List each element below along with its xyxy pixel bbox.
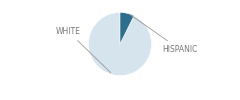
Text: WHITE: WHITE <box>56 27 111 73</box>
Text: HISPANIC: HISPANIC <box>130 14 198 54</box>
Wedge shape <box>89 12 151 76</box>
Wedge shape <box>120 12 134 44</box>
